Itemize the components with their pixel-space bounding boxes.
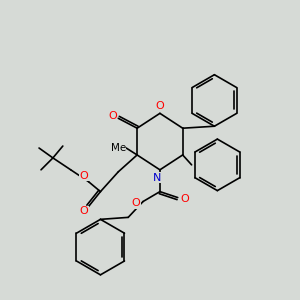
Text: Me: Me [111, 143, 126, 153]
Text: O: O [155, 101, 164, 111]
Text: O: O [180, 194, 189, 203]
Text: O: O [79, 206, 88, 216]
Text: O: O [79, 171, 88, 181]
Text: O: O [132, 199, 140, 208]
Text: O: O [108, 111, 117, 121]
Text: N: N [153, 173, 161, 183]
